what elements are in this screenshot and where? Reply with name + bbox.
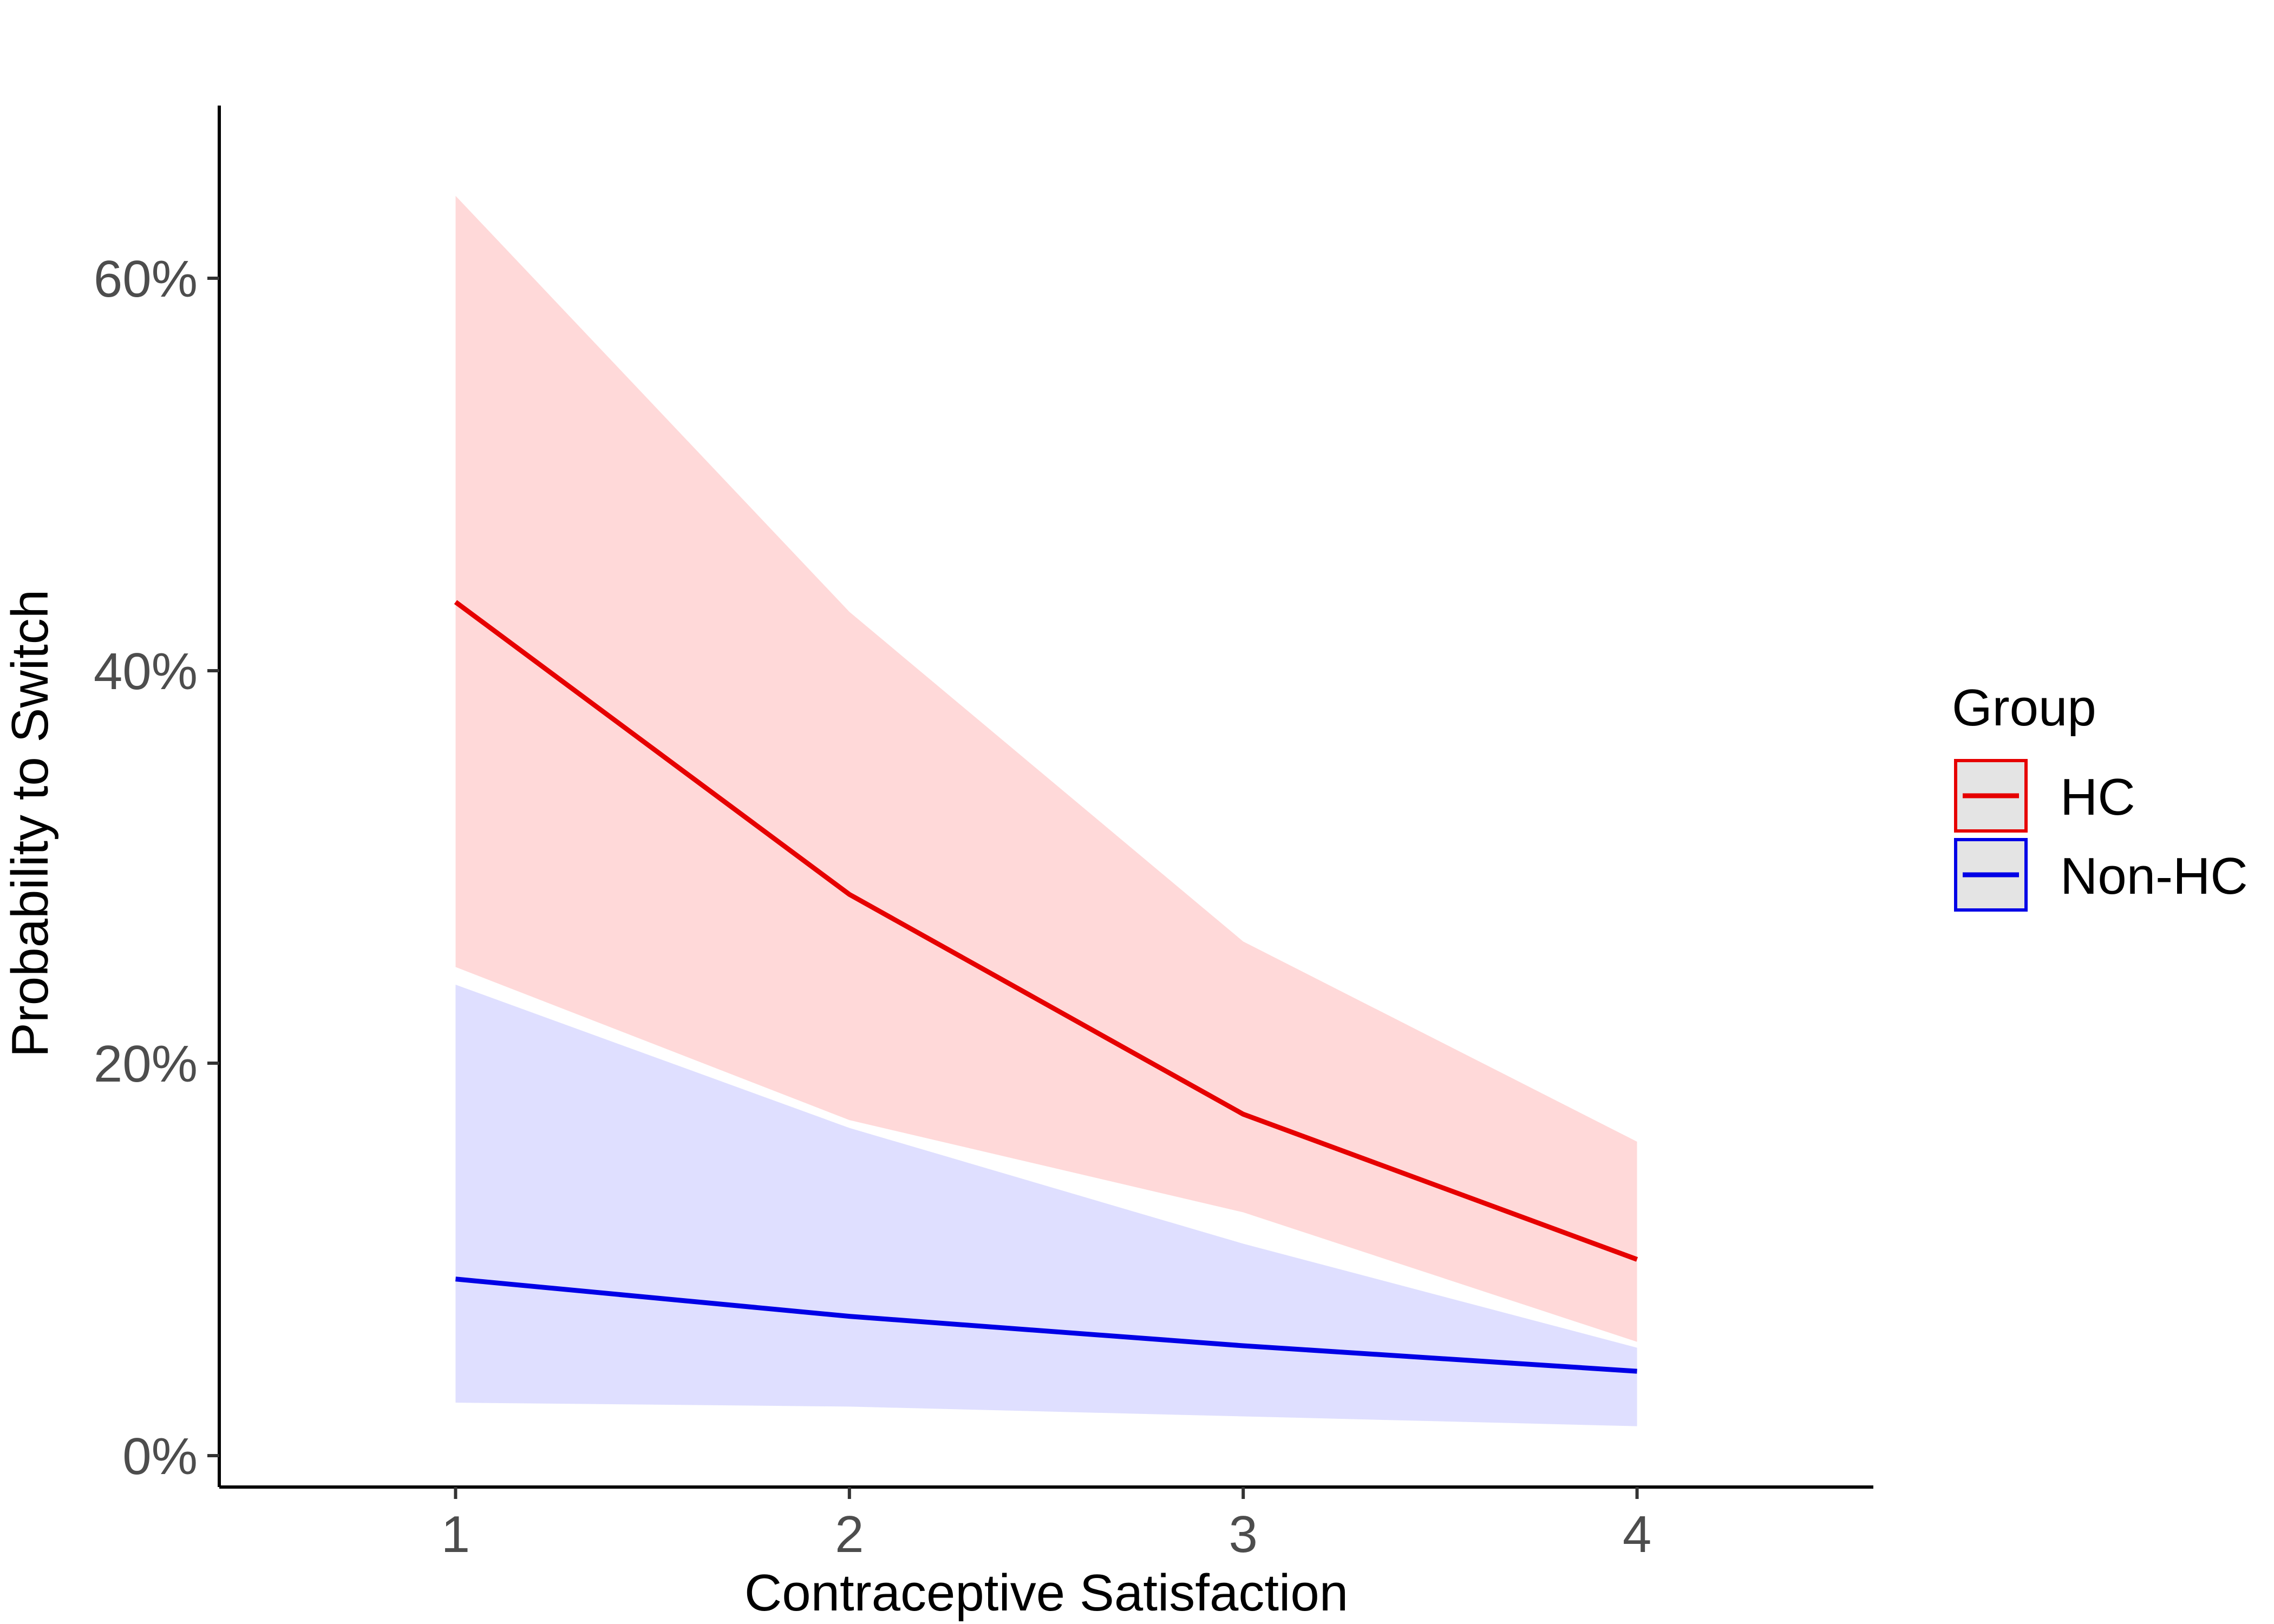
legend: Group HC Non-HC xyxy=(1952,679,2248,912)
legend-items: HC Non-HC xyxy=(1954,759,2248,912)
series-line-non-hc xyxy=(455,1276,1637,1374)
x-tick-label: 2 xyxy=(835,1505,864,1563)
confidence-bands xyxy=(455,195,1637,1426)
y-axis-ticks: 0% 20% 40% 60% xyxy=(94,250,219,1485)
y-tick-label: 20% xyxy=(94,1035,198,1093)
y-tick-label: 60% xyxy=(94,250,198,308)
confidence-band-hc xyxy=(455,195,1637,1342)
series-lines xyxy=(454,600,1638,1374)
x-tick-label: 4 xyxy=(1623,1505,1651,1563)
legend-label-hc: HC xyxy=(2060,768,2135,826)
y-tick-label: 0% xyxy=(122,1427,198,1485)
legend-title: Group xyxy=(1952,679,2096,737)
series-line-hc xyxy=(454,600,1638,1262)
y-tick-label: 40% xyxy=(94,643,198,700)
confidence-band-non-hc xyxy=(455,985,1637,1426)
y-axis-title: Probability to Switch xyxy=(1,590,59,1057)
x-tick-label: 1 xyxy=(441,1505,470,1563)
x-axis-title: Contraceptive Satisfaction xyxy=(744,1564,1348,1622)
x-tick-label: 3 xyxy=(1229,1505,1257,1563)
x-axis-ticks: 1 2 3 4 xyxy=(441,1487,1651,1563)
legend-label-non-hc: Non-HC xyxy=(2060,847,2248,905)
